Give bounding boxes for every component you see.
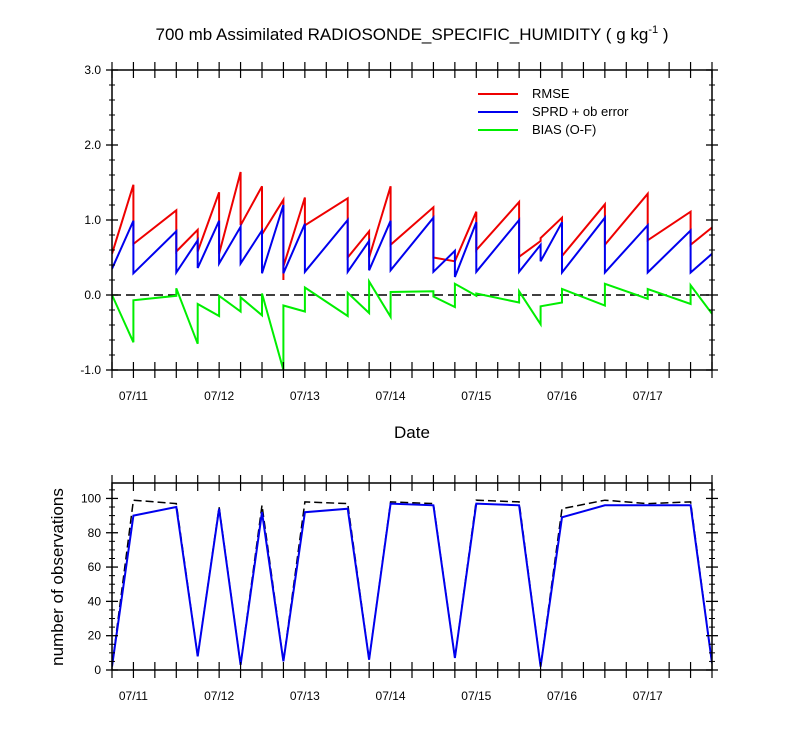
series-line-assimilated bbox=[112, 502, 712, 667]
x-tick-label: 07/15 bbox=[461, 389, 491, 403]
x-tick-label: 07/17 bbox=[633, 689, 663, 703]
x-tick-label: 07/14 bbox=[376, 389, 406, 403]
y-tick-label: 40 bbox=[88, 594, 102, 608]
x-tick-label: 07/11 bbox=[119, 389, 148, 403]
y-tick-label: 1.0 bbox=[84, 213, 101, 227]
x-tick-label: 07/12 bbox=[204, 389, 234, 403]
top-plot-frame bbox=[111, 69, 713, 371]
y-tick-label: 80 bbox=[88, 526, 102, 540]
x-tick-label: 07/16 bbox=[547, 389, 577, 403]
chart-title: 700 mb Assimilated RADIOSONDE_SPECIFIC_H… bbox=[156, 24, 669, 44]
y-tick-label: 20 bbox=[88, 629, 102, 643]
top-series-layer bbox=[112, 171, 712, 370]
legend-label-1: SPRD + ob error bbox=[532, 104, 629, 119]
x-tick-label: 07/17 bbox=[633, 389, 663, 403]
bottom-plot-frame bbox=[111, 482, 713, 671]
top-x-axis-title: Date bbox=[394, 423, 430, 442]
bottom-y-axis-title: number of observations bbox=[48, 488, 67, 666]
chart-title-superscript: -1 bbox=[648, 24, 658, 36]
series-line-rmse bbox=[112, 171, 712, 280]
y-tick-label: 100 bbox=[81, 491, 101, 505]
bottom-series-layer bbox=[112, 499, 712, 667]
series-line-possible bbox=[112, 499, 712, 667]
y-tick-label: 0 bbox=[94, 663, 101, 677]
y-tick-label: 0.0 bbox=[84, 288, 101, 302]
legend-label-2: BIAS (O-F) bbox=[532, 122, 596, 137]
series-line-sprd-ob-error bbox=[112, 204, 712, 278]
y-tick-label: 3.0 bbox=[84, 63, 101, 77]
x-tick-label: 07/11 bbox=[119, 689, 148, 703]
x-tick-label: 07/13 bbox=[290, 689, 320, 703]
y-tick-label: 60 bbox=[88, 560, 102, 574]
series-line-bias-o-f bbox=[112, 277, 712, 370]
y-tick-label: 2.0 bbox=[84, 138, 101, 152]
x-tick-label: 07/14 bbox=[376, 689, 406, 703]
chart-title-main: 700 mb Assimilated RADIOSONDE_SPECIFIC_H… bbox=[156, 25, 649, 44]
y-tick-label: -1.0 bbox=[80, 363, 101, 377]
x-tick-label: 07/15 bbox=[461, 689, 491, 703]
top-plot: -1.0 0.0 1.0 2.0 3.0 07/11 07/12 07/13 07/14 07/1… bbox=[80, 62, 718, 403]
bottom-plot: 0 20 40 60 80 100 07/11 07/12 07/13 07/14 07/15 07/… bbox=[81, 475, 718, 703]
bottom-axes-layer: 0 20 40 60 80 100 07/11 07/12 07/13 07/14 07/15 07/… bbox=[81, 475, 718, 703]
x-tick-label: 07/13 bbox=[290, 389, 320, 403]
legend-label-0: RMSE bbox=[532, 86, 570, 101]
legend: RMSE SPRD + ob error BIAS (O-F) bbox=[478, 86, 629, 137]
x-tick-label: 07/12 bbox=[204, 689, 234, 703]
x-tick-label: 07/16 bbox=[547, 689, 577, 703]
chart-title-suffix: ) bbox=[658, 25, 668, 44]
